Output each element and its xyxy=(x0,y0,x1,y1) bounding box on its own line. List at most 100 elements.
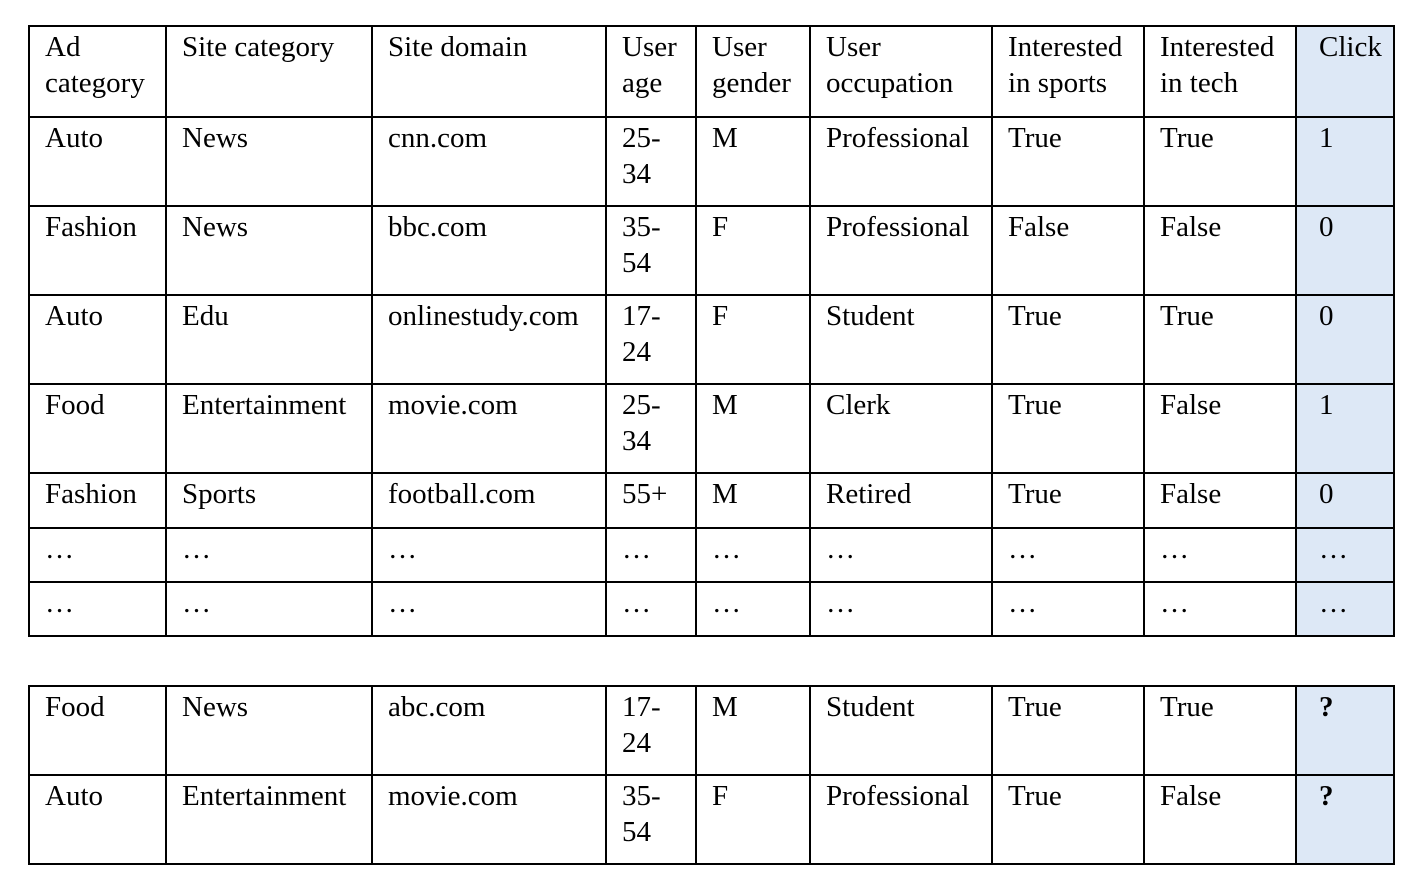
table-cell: football.com xyxy=(371,472,607,529)
training-data-table: Ad category Site category Site domain Us… xyxy=(28,25,1395,637)
table-cell: Entertainment xyxy=(165,774,373,865)
header-cell: Interested in tech xyxy=(1143,25,1297,118)
table-cell: 35-54 xyxy=(605,774,697,865)
table-row: Auto News cnn.com 25-34 M Professional T… xyxy=(28,116,1395,207)
table-cell: … xyxy=(28,527,167,583)
table-cell: … xyxy=(371,581,607,637)
header-cell: Ad category xyxy=(28,25,167,118)
table-cell: M xyxy=(695,685,811,776)
table-cell: Sports xyxy=(165,472,373,529)
table-cell: 17-24 xyxy=(605,294,697,385)
header-row: Ad category Site category Site domain Us… xyxy=(28,25,1395,118)
table-cell: … xyxy=(695,527,811,583)
table-cell: False xyxy=(1143,472,1297,529)
click-cell: 1 xyxy=(1295,116,1395,207)
table-cell: … xyxy=(605,581,697,637)
table-cell: False xyxy=(1143,205,1297,296)
table-cell: True xyxy=(991,685,1145,776)
table-cell: News xyxy=(165,116,373,207)
header-cell: Site domain xyxy=(371,25,607,118)
table-cell: True xyxy=(991,774,1145,865)
table-cell: movie.com xyxy=(371,383,607,474)
table-cell: … xyxy=(695,581,811,637)
table-cell: M xyxy=(695,383,811,474)
table-cell: F xyxy=(695,774,811,865)
table-cell: … xyxy=(1143,527,1297,583)
header-cell: Site category xyxy=(165,25,373,118)
table-cell: … xyxy=(371,527,607,583)
table-cell: cnn.com xyxy=(371,116,607,207)
table-cell: … xyxy=(28,581,167,637)
table-cell: Fashion xyxy=(28,205,167,296)
table-cell: F xyxy=(695,205,811,296)
table-cell: … xyxy=(809,527,993,583)
table-cell: F xyxy=(695,294,811,385)
table-cell: Food xyxy=(28,685,167,776)
table-cell: Professional xyxy=(809,205,993,296)
header-cell-click: Click xyxy=(1295,25,1395,118)
test-data-table: Food News abc.com 17-24 M Student True T… xyxy=(28,685,1395,865)
table-cell: … xyxy=(991,581,1145,637)
table-cell: Food xyxy=(28,383,167,474)
table-cell: 25-34 xyxy=(605,116,697,207)
table-cell: bbc.com xyxy=(371,205,607,296)
table-cell: Clerk xyxy=(809,383,993,474)
table-row: Auto Entertainment movie.com 35-54 F Pro… xyxy=(28,774,1395,865)
click-cell-unknown: ? xyxy=(1295,774,1395,865)
table-cell: Auto xyxy=(28,294,167,385)
table-cell: True xyxy=(991,294,1145,385)
table-cell: … xyxy=(165,581,373,637)
click-cell: 0 xyxy=(1295,205,1395,296)
table-cell: Fashion xyxy=(28,472,167,529)
table-row: Food News abc.com 17-24 M Student True T… xyxy=(28,685,1395,776)
table-row: Auto Edu onlinestudy.com 17-24 F Student… xyxy=(28,294,1395,385)
table-cell: 35-54 xyxy=(605,205,697,296)
table-cell: News xyxy=(165,205,373,296)
table-cell: … xyxy=(809,581,993,637)
table-cell: False xyxy=(1143,774,1297,865)
table-cell: M xyxy=(695,472,811,529)
table-cell: movie.com xyxy=(371,774,607,865)
table-row: Fashion News bbc.com 35-54 F Professiona… xyxy=(28,205,1395,296)
table-cell: Retired xyxy=(809,472,993,529)
table-cell: True xyxy=(991,116,1145,207)
table-cell: … xyxy=(1143,581,1297,637)
click-cell: 1 xyxy=(1295,383,1395,474)
table-cell: … xyxy=(605,527,697,583)
header-cell: User gender xyxy=(695,25,811,118)
table-cell: Professional xyxy=(809,774,993,865)
table-cell: … xyxy=(991,527,1145,583)
click-cell: 0 xyxy=(1295,294,1395,385)
table-row: Fashion Sports football.com 55+ M Retire… xyxy=(28,472,1395,529)
table-cell: 25-34 xyxy=(605,383,697,474)
ellipsis-row: … … … … … … … … … xyxy=(28,581,1395,637)
click-cell: … xyxy=(1295,581,1395,637)
table-cell: News xyxy=(165,685,373,776)
click-cell: 0 xyxy=(1295,472,1395,529)
table-cell: Student xyxy=(809,685,993,776)
table-cell: False xyxy=(1143,383,1297,474)
table-row: Food Entertainment movie.com 25-34 M Cle… xyxy=(28,383,1395,474)
table-cell: Auto xyxy=(28,116,167,207)
table-cell: Professional xyxy=(809,116,993,207)
table-cell: Auto xyxy=(28,774,167,865)
table-cell: … xyxy=(165,527,373,583)
table-cell: abc.com xyxy=(371,685,607,776)
header-cell: User age xyxy=(605,25,697,118)
table-cell: Student xyxy=(809,294,993,385)
table-cell: False xyxy=(991,205,1145,296)
table-cell: Edu xyxy=(165,294,373,385)
table-cell: True xyxy=(1143,294,1297,385)
table-cell: True xyxy=(1143,685,1297,776)
table-cell: 55+ xyxy=(605,472,697,529)
header-cell: Interested in sports xyxy=(991,25,1145,118)
ellipsis-row: … … … … … … … … … xyxy=(28,527,1395,583)
table-cell: Entertainment xyxy=(165,383,373,474)
table-cell: onlinestudy.com xyxy=(371,294,607,385)
table-cell: True xyxy=(991,472,1145,529)
click-cell: … xyxy=(1295,527,1395,583)
table-cell: 17-24 xyxy=(605,685,697,776)
table-cell: True xyxy=(1143,116,1297,207)
click-cell-unknown: ? xyxy=(1295,685,1395,776)
table-cell: True xyxy=(991,383,1145,474)
